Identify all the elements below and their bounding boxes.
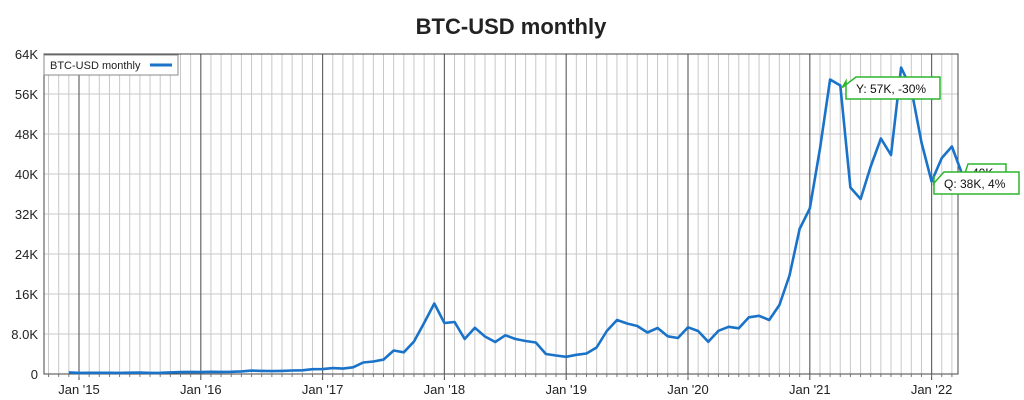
- annotation-label: Q: 38K, 4%: [944, 177, 1006, 191]
- series-line: [68, 66, 964, 375]
- annotation-box: [932, 171, 1020, 195]
- x-tick-label: Jan '15: [58, 382, 100, 397]
- x-tick-label: Jan '22: [911, 382, 953, 397]
- y-tick-label: 24K: [15, 247, 38, 262]
- legend-label: BTC-USD monthly: [50, 60, 141, 72]
- plot-frame: [43, 53, 959, 375]
- y-tick-label: 32K: [15, 207, 38, 222]
- y-tick-label: 56K: [15, 87, 38, 102]
- x-tick-label: Jan '21: [789, 382, 831, 397]
- y-tick-label: 40K: [15, 167, 38, 182]
- annotation-callout: Y: 57K, -30%: [841, 76, 941, 100]
- y-tick-label: 16K: [15, 287, 38, 302]
- grid: [44, 53, 958, 375]
- y-tick-label: 0: [31, 367, 38, 382]
- axes: 0 8.0K 16K 24K 32K 40K 48K 56K 64K Jan '15 Jan '16…: [11, 47, 959, 397]
- x-tick-label: Jan '20: [667, 382, 709, 397]
- y-tick-label: 8.0K: [11, 327, 38, 342]
- chart-title: BTC-USD monthly: [416, 14, 607, 39]
- x-tick-label: Jan '17: [302, 382, 344, 397]
- legend-box: [43, 54, 179, 76]
- annotation-callout: Q: 38K, 4%: [932, 171, 1020, 195]
- annotation-label: Y: 57K, -30%: [856, 82, 926, 96]
- annotations: 40KY: 57K, -30%Q: 38K, 4%: [841, 76, 1020, 195]
- series-layer: [68, 66, 964, 375]
- x-tick-label: Jan '18: [424, 382, 466, 397]
- y-tick-label: 48K: [15, 127, 38, 142]
- x-tick-label: Jan '16: [180, 382, 222, 397]
- y-tick-label: 64K: [15, 47, 38, 62]
- annotation-box: [841, 76, 941, 100]
- x-tick-label: Jan '19: [545, 382, 587, 397]
- legend: BTC-USD monthly: [43, 54, 179, 76]
